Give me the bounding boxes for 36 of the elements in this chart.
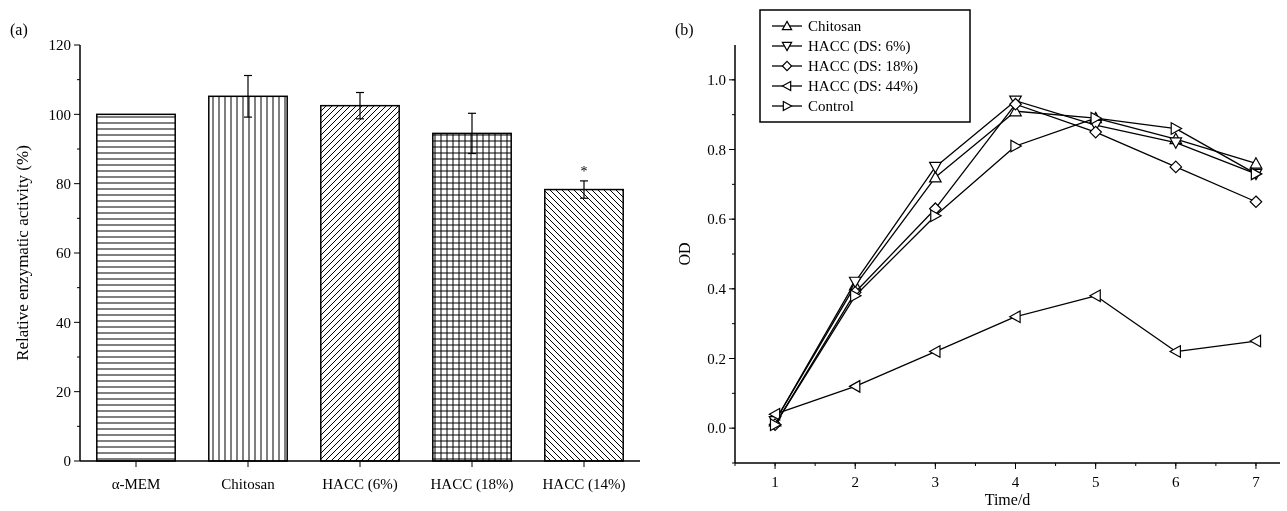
y-tick-label: 0.8 [707, 141, 726, 158]
y-tick-label: 100 [48, 106, 71, 123]
y-axis-title: Relative enzymatic activity (%) [13, 145, 32, 361]
legend-label: HACC (DS: 18%) [808, 58, 919, 76]
x-axis-title: Time/d [984, 491, 1031, 508]
legend-label: Chitosan [808, 18, 862, 35]
y-tick-label: 40 [56, 314, 71, 331]
x-tick-label: 1 [771, 474, 779, 490]
y-tick-label: 20 [56, 383, 71, 400]
x-tick-label: HACC (6%) [322, 476, 398, 493]
x-tick-label: Chitosan [221, 476, 276, 492]
y-tick-label: 0 [63, 453, 71, 470]
legend-label: HACC (DS: 44%) [808, 78, 919, 96]
x-tick-label: HACC (14%) [542, 476, 626, 493]
x-tick-label: 7 [1252, 474, 1261, 490]
x-tick-label: 5 [1091, 474, 1100, 490]
y-tick-label: 120 [48, 37, 71, 54]
chart-title: (a) [10, 21, 28, 39]
x-tick-label: α-MEM [111, 476, 161, 492]
x-tick-label: 6 [1172, 474, 1181, 490]
y-tick-label: 80 [56, 175, 71, 192]
y-tick-label: 0.4 [707, 281, 727, 298]
chart-title: (b) [675, 21, 694, 39]
x-tick-label: HACC (18%) [430, 476, 514, 493]
x-tick-label: 4 [1011, 474, 1020, 490]
y-tick-label: 0.6 [707, 211, 727, 228]
annotation: * [580, 163, 588, 179]
legend-label: HACC (DS: 6%) [808, 38, 911, 56]
y-tick-label: 0.0 [707, 420, 726, 437]
y-tick-label: 1.0 [707, 72, 726, 89]
x-tick-label: 3 [931, 474, 940, 490]
y-axis-title: OD [676, 242, 693, 266]
y-tick-label: 60 [56, 245, 71, 262]
legend-label: Control [808, 98, 854, 115]
y-tick-label: 0.2 [707, 350, 726, 367]
x-tick-label: 2 [851, 474, 859, 490]
